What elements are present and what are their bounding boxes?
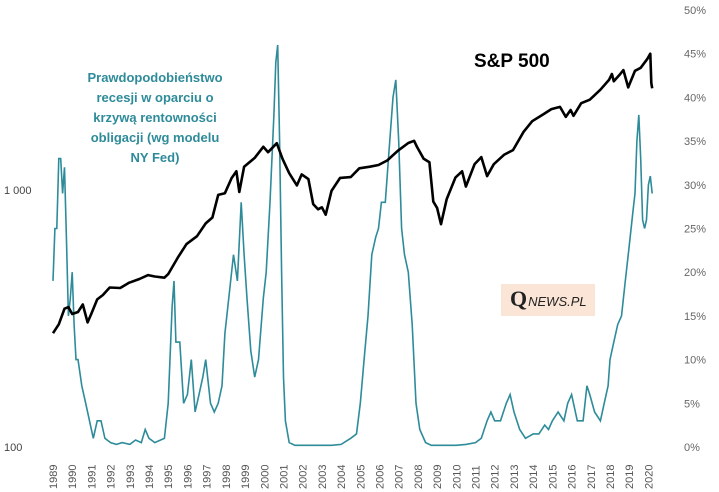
x-tick-label: 2012 — [490, 465, 502, 489]
annotation-line: NY Fed) — [131, 150, 180, 165]
x-tick-label: 2003 — [317, 465, 329, 489]
recession-probability-line — [52, 44, 653, 447]
x-tick-label: 2002 — [298, 465, 310, 489]
x-tick-label: 1994 — [144, 465, 156, 489]
annotation-line: recesji w oparciu o — [96, 90, 213, 105]
x-tick-label: 2001 — [278, 465, 290, 489]
x-tick-label: 2013 — [509, 465, 521, 489]
x-tick-label: 1992 — [106, 465, 118, 489]
x-tick-label: 1989 — [48, 465, 60, 489]
left-tick-label: 100 — [4, 442, 22, 454]
x-tick-label: 2018 — [605, 465, 617, 489]
right-tick-label: 10% — [684, 355, 706, 367]
annotation-line: krzywą rentowności — [93, 110, 217, 125]
right-tick-label: 35% — [684, 136, 706, 148]
watermark-background — [501, 284, 595, 316]
x-tick-label: 2007 — [394, 465, 406, 489]
x-tick-label: 1997 — [202, 465, 214, 489]
left-tick-label: 1 000 — [4, 185, 32, 197]
watermark-q: Q — [510, 286, 527, 311]
annotation-line: obligacji (wg modelu — [91, 130, 220, 145]
right-tick-label: 5% — [684, 398, 700, 410]
right-tick-label: 40% — [684, 92, 706, 104]
right-tick-label: 20% — [684, 267, 706, 279]
x-tick-label: 2004 — [336, 465, 348, 489]
x-tick-label: 1995 — [163, 465, 175, 489]
right-tick-label: 50% — [684, 5, 706, 17]
x-tick-label: 2017 — [586, 465, 598, 489]
x-tick-label: 2010 — [451, 465, 463, 489]
x-tick-label: 2015 — [547, 465, 559, 489]
x-tick-label: 1991 — [86, 465, 98, 489]
watermark-text: NEWS.PL — [528, 294, 587, 309]
x-tick-label: 2005 — [355, 465, 367, 489]
x-tick-label: 2006 — [375, 465, 387, 489]
right-axis-ticks: 0% 5% 10% 15% 20% 25% 30% 35% 40% 45% 50% — [684, 5, 706, 454]
x-tick-label: 2009 — [432, 465, 444, 489]
watermark: QNEWS.PL — [501, 284, 595, 316]
x-tick-label: 2016 — [567, 465, 579, 489]
x-tick-label: 2020 — [643, 465, 655, 489]
right-tick-label: 25% — [684, 224, 706, 236]
right-tick-label: 30% — [684, 180, 706, 192]
x-tick-label: 2011 — [471, 465, 483, 489]
annotation-line: Prawdopodobieństwo — [87, 70, 222, 85]
right-tick-label: 0% — [684, 442, 700, 454]
right-tick-label: 45% — [684, 49, 706, 61]
x-tick-label: 2019 — [624, 465, 636, 489]
right-tick-label: 15% — [684, 311, 706, 323]
svg-text:QNEWS.PL: QNEWS.PL — [510, 286, 587, 311]
x-tick-label: 1998 — [221, 465, 233, 489]
x-tick-label: 2008 — [413, 465, 425, 489]
x-tick-label: 1990 — [67, 465, 79, 489]
x-tick-label: 1996 — [182, 465, 194, 489]
recession-annotation: Prawdopodobieństwo recesji w oparciu o krz… — [87, 70, 222, 165]
sp500-line — [51, 52, 654, 334]
x-tick-label: 2014 — [528, 465, 540, 489]
sp500-title: S&P 500 — [474, 51, 550, 72]
x-axis-ticks: 1989 1990 1991 1992 1993 1994 1995 1996 1997 1998… — [48, 465, 655, 489]
x-tick-label: 2000 — [259, 465, 271, 489]
left-axis-ticks: 100 1 000 — [4, 185, 32, 454]
x-tick-label: 1999 — [240, 465, 252, 489]
x-tick-label: 1993 — [125, 465, 137, 489]
